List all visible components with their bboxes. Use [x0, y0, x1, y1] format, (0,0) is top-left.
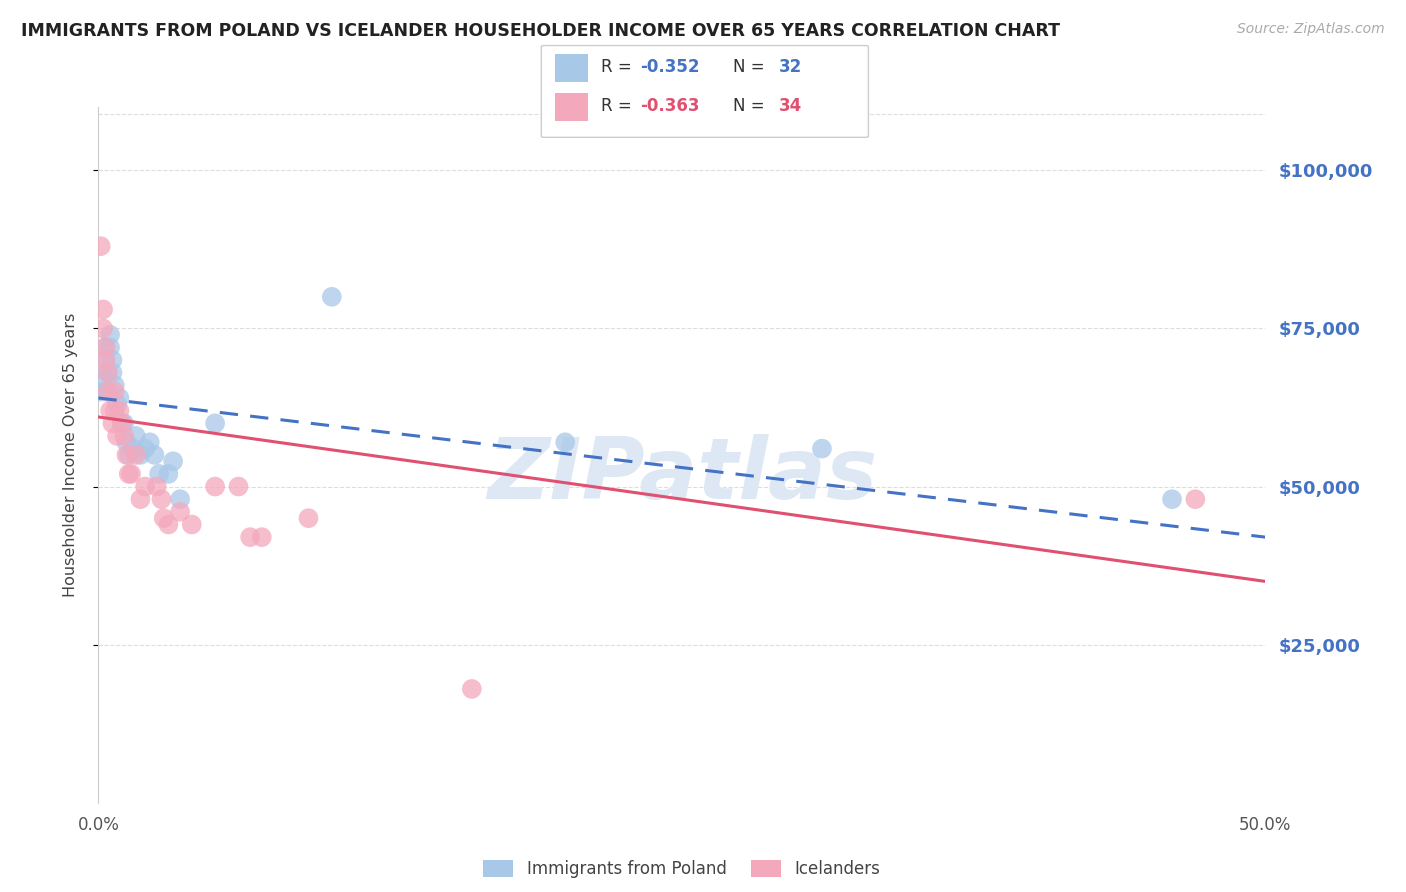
Point: [297, 511, 319, 525]
Point: [105, 429, 128, 443]
Point: [461, 681, 484, 696]
Point: [152, 511, 174, 525]
Point: [228, 479, 250, 493]
Point: [111, 417, 134, 431]
Point: [91, 372, 114, 386]
Point: [239, 530, 262, 544]
Point: [97, 384, 120, 399]
Point: [180, 517, 202, 532]
Point: [1184, 492, 1206, 507]
Point: [169, 492, 191, 507]
Point: [134, 479, 156, 493]
Point: [129, 492, 152, 507]
Point: [115, 448, 138, 462]
Point: [134, 442, 156, 456]
Text: R =: R =: [600, 58, 637, 76]
Point: [108, 403, 131, 417]
Point: [125, 429, 148, 443]
Point: [162, 454, 184, 468]
Point: [112, 417, 135, 431]
Point: [157, 467, 180, 481]
Point: [101, 366, 124, 380]
Point: [169, 505, 191, 519]
Point: [143, 448, 166, 462]
Point: [112, 429, 135, 443]
Point: [811, 442, 834, 456]
Text: ZIPatlas: ZIPatlas: [486, 434, 877, 517]
Point: [97, 366, 120, 380]
Point: [139, 435, 162, 450]
Point: [118, 448, 141, 462]
Text: 34: 34: [779, 97, 803, 115]
Text: Source: ZipAtlas.com: Source: ZipAtlas.com: [1237, 22, 1385, 37]
Point: [157, 517, 180, 532]
Point: [90, 384, 112, 399]
Point: [204, 417, 226, 431]
Point: [204, 479, 226, 493]
Point: [111, 417, 134, 431]
Text: -0.363: -0.363: [641, 97, 700, 115]
Point: [101, 417, 124, 431]
Text: R =: R =: [600, 97, 637, 115]
Text: 32: 32: [779, 58, 803, 76]
Point: [105, 397, 128, 411]
Point: [104, 378, 127, 392]
Bar: [554, 54, 588, 82]
Point: [98, 403, 121, 417]
Point: [129, 448, 152, 462]
Point: [94, 353, 117, 368]
Point: [321, 290, 343, 304]
Y-axis label: Householder Income Over 65 years: Householder Income Over 65 years: [63, 313, 77, 597]
Point: [148, 467, 170, 481]
Point: [97, 384, 120, 399]
Point: [554, 435, 576, 450]
Point: [250, 530, 273, 544]
Point: [115, 435, 138, 450]
Text: N =: N =: [733, 58, 770, 76]
Point: [120, 467, 142, 481]
Point: [108, 391, 131, 405]
Point: [90, 239, 112, 253]
Text: IMMIGRANTS FROM POLAND VS ICELANDER HOUSEHOLDER INCOME OVER 65 YEARS CORRELATION: IMMIGRANTS FROM POLAND VS ICELANDER HOUS…: [21, 22, 1060, 40]
Point: [98, 327, 121, 342]
Point: [150, 492, 173, 507]
Point: [94, 340, 117, 354]
Point: [104, 384, 127, 399]
Point: [122, 442, 145, 456]
Point: [94, 340, 117, 354]
Text: -0.352: -0.352: [641, 58, 700, 76]
Point: [91, 302, 114, 317]
Point: [125, 448, 148, 462]
Point: [98, 340, 121, 354]
Point: [101, 353, 124, 368]
Bar: [554, 94, 588, 121]
Point: [94, 353, 117, 368]
FancyBboxPatch shape: [541, 45, 869, 137]
Text: N =: N =: [733, 97, 770, 115]
Point: [97, 366, 120, 380]
Legend: Immigrants from Poland, Icelanders: Immigrants from Poland, Icelanders: [477, 854, 887, 885]
Point: [146, 479, 169, 493]
Point: [118, 467, 141, 481]
Point: [104, 403, 127, 417]
Point: [1161, 492, 1184, 507]
Point: [91, 321, 114, 335]
